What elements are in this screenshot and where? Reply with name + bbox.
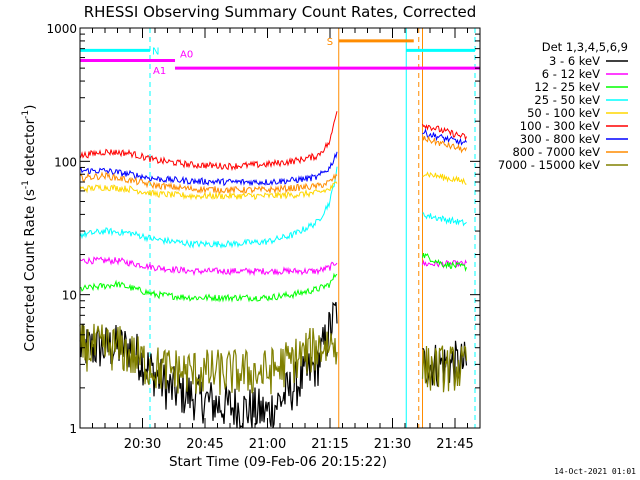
x-tick-label-4: 21:30 [374, 437, 411, 452]
series-6 [79, 128, 467, 187]
y-axis-label-end: ) [22, 105, 38, 110]
series-7-segment-0 [79, 171, 338, 195]
y-axis-label-mid: detector [22, 118, 38, 180]
legend-label-3: 25 - 50 keV [534, 93, 600, 107]
legend-label-4: 50 - 100 keV [527, 106, 600, 120]
y-tick-label-1: 10 [62, 289, 77, 303]
y-tick-label-2: 100 [54, 155, 77, 169]
y-axis-label-main: Corrected Count Rate (s [22, 189, 38, 351]
axes: 1 10 100 1000 20:30 20:45 21:00 21:15 21:30 21:45 [46, 22, 480, 452]
series-6-segment-1 [422, 128, 467, 147]
series-2-segment-0 [79, 272, 338, 303]
plot-area: N S A0 A1 [79, 28, 480, 430]
legend-label-8: 7000 - 15000 keV [498, 158, 600, 172]
x-tick-label-2: 21:00 [249, 437, 286, 452]
series-3-segment-0 [79, 166, 338, 249]
series-2 [79, 252, 467, 303]
series-8-segment-1 [421, 345, 468, 393]
series-7 [79, 134, 467, 195]
y-axis-label: Corrected Count Rate (s-1 detector-1) [21, 105, 38, 352]
series-4-segment-0 [79, 181, 338, 201]
series-4 [79, 171, 467, 201]
y-axis-label-sup2: -1 [21, 110, 31, 119]
chart-title: RHESSI Observing Summary Count Rates, Co… [84, 3, 477, 21]
series-4-segment-1 [422, 171, 467, 185]
series-8 [79, 323, 468, 395]
series-2-segment-1 [422, 252, 467, 272]
series-5-segment-1 [422, 123, 467, 141]
x-tick-label-1: 20:45 [186, 437, 223, 452]
legend-label-0: 3 - 6 keV [549, 54, 600, 68]
x-tick-label-3: 21:15 [311, 437, 348, 452]
legend-label-2: 12 - 25 keV [534, 80, 600, 94]
series-7-segment-1 [422, 134, 467, 154]
y-tick-label-3: 1000 [46, 22, 77, 36]
x-axis-label: Start Time (09-Feb-06 20:15:22) [169, 454, 387, 470]
series-3-segment-1 [422, 212, 467, 227]
legend-label-1: 6 - 12 keV [542, 67, 600, 81]
legend-label-5: 100 - 300 keV [520, 119, 600, 133]
legend-label-7: 800 - 7000 keV [512, 145, 600, 159]
series-8-segment-0 [79, 323, 338, 395]
footer-timestamp: 14-Oct-2021 01:01 [554, 467, 636, 476]
x-tick-label-0: 20:30 [124, 437, 161, 452]
x-tick-label-5: 21:45 [436, 437, 473, 452]
series-3 [79, 166, 467, 249]
series-5 [79, 111, 467, 172]
state-bar-label-0: N [152, 46, 159, 57]
series-6-segment-0 [79, 151, 338, 187]
y-tick-label-0: 1 [69, 422, 77, 436]
legend-label-6: 300 - 800 keV [520, 132, 600, 146]
state-bar-label-2: S [327, 37, 333, 48]
series-1-segment-0 [79, 256, 338, 277]
y-axis-label-sup1: -1 [21, 180, 31, 189]
legend-header: Det 1,3,4,5,6,9 [542, 40, 628, 54]
state-bar-label-3: A0 [180, 50, 193, 61]
state-bar-label-4: A1 [153, 66, 166, 77]
series-5-segment-0 [79, 111, 338, 172]
